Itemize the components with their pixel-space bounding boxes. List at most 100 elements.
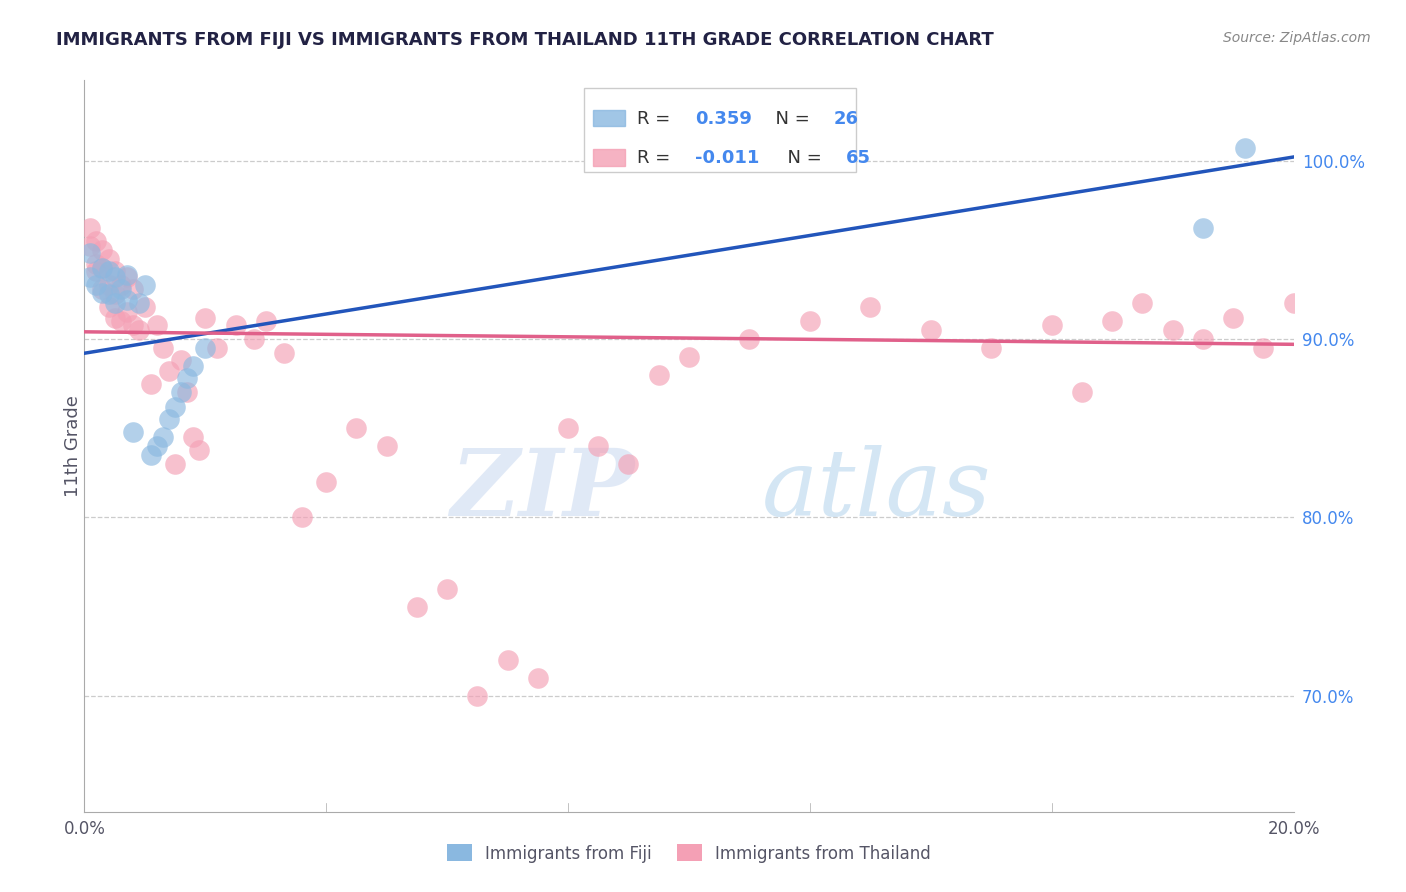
Point xyxy=(176,371,198,385)
Point xyxy=(1101,314,1123,328)
Point xyxy=(121,425,143,439)
Point xyxy=(115,269,138,284)
Legend: Immigrants from Fiji, Immigrants from Thailand: Immigrants from Fiji, Immigrants from Th… xyxy=(440,838,938,869)
Point xyxy=(1130,296,1153,310)
Text: Source: ZipAtlas.com: Source: ZipAtlas.com xyxy=(1223,31,1371,45)
Point xyxy=(799,314,821,328)
Point xyxy=(496,653,519,667)
Point xyxy=(194,341,217,355)
Point xyxy=(97,252,120,266)
Point xyxy=(128,323,150,337)
Text: N =: N = xyxy=(776,149,828,168)
Point xyxy=(157,364,180,378)
Point xyxy=(254,314,277,328)
Point xyxy=(79,246,101,260)
Point xyxy=(115,293,138,307)
Point xyxy=(648,368,671,382)
FancyBboxPatch shape xyxy=(593,150,626,166)
Point xyxy=(104,310,127,325)
Text: 26: 26 xyxy=(834,110,858,128)
Point xyxy=(291,510,314,524)
Point xyxy=(128,296,150,310)
Point xyxy=(738,332,761,346)
Point xyxy=(152,341,174,355)
Point xyxy=(165,400,187,414)
Point xyxy=(110,314,132,328)
Point xyxy=(86,234,108,248)
Text: IMMIGRANTS FROM FIJI VS IMMIGRANTS FROM THAILAND 11TH GRADE CORRELATION CHART: IMMIGRANTS FROM FIJI VS IMMIGRANTS FROM … xyxy=(56,31,994,49)
Point xyxy=(157,412,180,426)
Point xyxy=(315,475,337,489)
Point xyxy=(115,305,138,319)
Point xyxy=(152,430,174,444)
Point xyxy=(242,332,264,346)
FancyBboxPatch shape xyxy=(593,110,626,126)
Point xyxy=(1192,332,1215,346)
Point xyxy=(467,689,489,703)
Point xyxy=(194,310,217,325)
Point xyxy=(1040,318,1063,332)
Text: 65: 65 xyxy=(845,149,870,168)
Point xyxy=(104,287,127,301)
Point xyxy=(207,341,229,355)
Point xyxy=(146,318,169,332)
Point xyxy=(678,350,700,364)
Text: ZIP: ZIP xyxy=(450,445,634,535)
Point xyxy=(406,599,429,614)
Point xyxy=(146,439,169,453)
Point xyxy=(181,359,204,373)
Point xyxy=(97,278,120,293)
Point xyxy=(91,260,114,275)
Point xyxy=(920,323,942,337)
Point xyxy=(121,282,143,296)
Point xyxy=(139,376,162,391)
Point xyxy=(97,264,120,278)
Point xyxy=(436,582,458,596)
Point xyxy=(86,257,108,271)
Point xyxy=(121,318,143,332)
Point xyxy=(104,296,127,310)
Text: atlas: atlas xyxy=(762,445,991,535)
Point xyxy=(91,243,114,257)
Point xyxy=(1234,141,1257,155)
Point xyxy=(104,264,127,278)
Point xyxy=(79,239,101,253)
Point xyxy=(170,385,193,400)
Point xyxy=(110,282,132,296)
Text: 0.359: 0.359 xyxy=(696,110,752,128)
Point xyxy=(1161,323,1184,337)
Point xyxy=(1253,341,1275,355)
Point xyxy=(79,221,101,235)
Point xyxy=(110,278,132,293)
Point xyxy=(170,353,193,368)
Point xyxy=(91,285,114,300)
Point xyxy=(176,385,198,400)
Point xyxy=(527,671,550,685)
FancyBboxPatch shape xyxy=(583,87,856,171)
Point xyxy=(273,346,295,360)
Point xyxy=(1071,385,1094,400)
Point xyxy=(86,278,108,293)
Point xyxy=(188,442,211,457)
Point xyxy=(225,318,247,332)
Point xyxy=(859,300,882,314)
Point xyxy=(79,269,101,284)
Point xyxy=(980,341,1002,355)
Point xyxy=(1192,221,1215,235)
Text: N =: N = xyxy=(765,110,815,128)
Point xyxy=(617,457,640,471)
Text: R =: R = xyxy=(637,110,676,128)
Text: R =: R = xyxy=(637,149,676,168)
Point xyxy=(134,278,156,293)
Point xyxy=(346,421,368,435)
Point xyxy=(588,439,610,453)
Text: -0.011: -0.011 xyxy=(696,149,759,168)
Point xyxy=(1222,310,1244,325)
Point xyxy=(181,430,204,444)
Point xyxy=(91,260,114,275)
Y-axis label: 11th Grade: 11th Grade xyxy=(65,395,82,497)
Point xyxy=(134,300,156,314)
Point xyxy=(97,300,120,314)
Point xyxy=(115,268,138,282)
Point xyxy=(91,282,114,296)
